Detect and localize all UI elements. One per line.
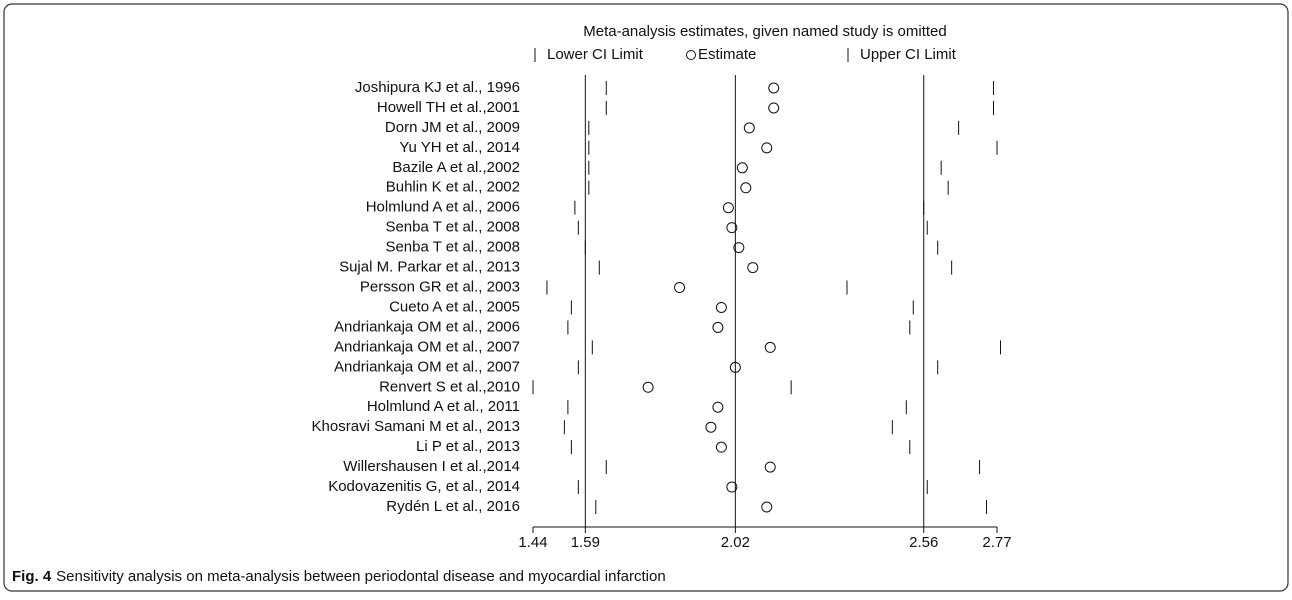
y-tick-label: Andriankaja OM et al., 2006 — [334, 318, 520, 335]
caption-label: Fig. 4 — [12, 568, 52, 585]
estimate-marker — [726, 222, 738, 234]
y-tick-label: Andriankaja OM et al., 2007 — [334, 358, 520, 375]
y-tick-label: Senba T et al., 2008 — [385, 219, 520, 236]
frame — [3, 3, 1289, 592]
chart-title: Meta-analysis estimates, given named stu… — [583, 23, 947, 40]
estimate-marker — [743, 122, 755, 134]
estimate-marker — [733, 242, 745, 254]
x-tick-label: 2.56 — [909, 534, 938, 551]
y-tick-label: Holmlund A et al., 2011 — [367, 398, 520, 415]
y-tick-label: Willershausen I et al.,2014 — [343, 458, 520, 475]
y-tick-label: Holmlund A et al., 2006 — [366, 199, 520, 216]
estimate-marker — [764, 461, 776, 473]
estimate-marker — [747, 262, 759, 274]
estimate-marker — [729, 361, 741, 373]
estimate-marker — [715, 301, 727, 313]
y-tick-label: Renvert S et al.,2010 — [379, 378, 520, 395]
estimate-marker — [705, 421, 717, 433]
y-tick-label: Senba T et al., 2008 — [385, 239, 520, 256]
y-tick-label: Yu YH et al., 2014 — [399, 139, 520, 156]
x-tick-label: 1.44 — [518, 534, 547, 551]
estimate-marker — [726, 481, 738, 493]
legend-marker — [686, 50, 696, 60]
y-tick-label: Sujal M. Parkar et al., 2013 — [339, 259, 520, 276]
y-tick-label: Rydén L et al., 2016 — [386, 498, 520, 515]
x-tick-label: 2.02 — [721, 534, 750, 551]
legend-label: Estimate — [698, 46, 756, 63]
x-tick-label: 1.59 — [571, 534, 600, 551]
y-tick-label: Joshipura KJ et al., 1996 — [355, 79, 520, 96]
y-tick-label: Kodovazenitis G, et al., 2014 — [328, 478, 520, 495]
estimate-marker — [712, 321, 724, 333]
y-tick-label: Khosravi Samani M et al., 2013 — [312, 418, 520, 435]
y-tick-label: Bazile A et al.,2002 — [392, 159, 520, 176]
y-tick-label: Li P et al., 2013 — [416, 438, 520, 455]
legend-label: Upper CI Limit — [860, 46, 957, 63]
estimate-marker — [722, 202, 734, 214]
y-tick-label: Persson GR et al., 2003 — [360, 278, 520, 295]
y-tick-label: Buhlin K et al., 2002 — [386, 179, 520, 196]
estimate-marker — [764, 341, 776, 353]
estimate-marker — [761, 142, 773, 154]
y-tick-label: Howell TH et al.,2001 — [377, 99, 520, 116]
estimate-marker — [761, 501, 773, 513]
estimate-marker — [642, 381, 654, 393]
caption: Fig. 4 Sensitivity analysis on meta-analy… — [12, 568, 666, 585]
estimate-marker — [768, 102, 780, 114]
estimate-marker — [768, 82, 780, 94]
estimate-marker — [715, 441, 727, 453]
estimate-marker — [674, 282, 686, 294]
estimate-marker — [712, 401, 724, 413]
y-tick-label: Andriankaja OM et al., 2007 — [334, 338, 520, 355]
legend-label: Lower CI Limit — [547, 46, 644, 63]
estimate-marker — [736, 162, 748, 174]
caption-text: Sensitivity analysis on meta-analysis be… — [56, 568, 666, 585]
estimate-marker — [740, 182, 752, 194]
y-tick-label: Dorn JM et al., 2009 — [385, 119, 520, 136]
x-tick-label: 2.77 — [982, 534, 1011, 551]
y-tick-label: Cueto A et al., 2005 — [389, 298, 520, 315]
